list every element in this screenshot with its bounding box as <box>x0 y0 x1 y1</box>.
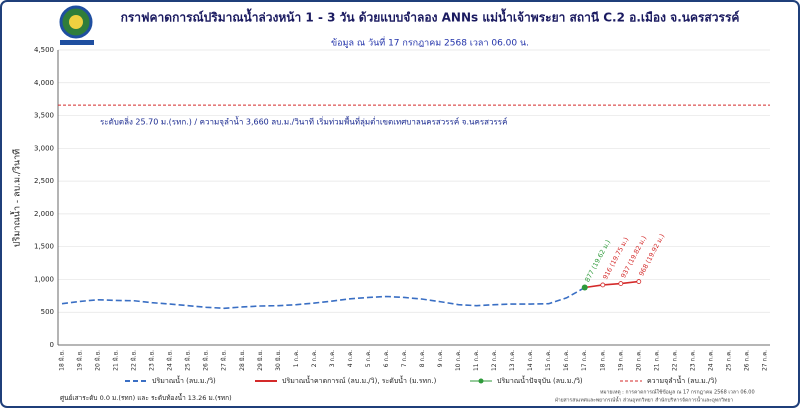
x-tick-label: 26 มิ.ย. <box>203 350 210 371</box>
y-tick-label: 4,500 <box>34 46 54 54</box>
x-tick-label: 16 ก.ค. <box>563 350 570 371</box>
x-tick-label: 23 มิ.ย. <box>149 350 156 371</box>
x-tick-label: 8 ก.ค. <box>419 350 426 367</box>
legend-label: ปริมาณน้ำ (ลบ.ม./วิ) <box>152 374 216 385</box>
x-tick-label: 4 ก.ค. <box>347 350 354 367</box>
x-tick-label: 25 มิ.ย. <box>185 350 192 371</box>
x-tick-label: 14 ก.ค. <box>527 350 534 371</box>
x-tick-label: 17 ก.ค. <box>581 350 588 371</box>
x-tick-label: 12 ก.ค. <box>491 350 498 371</box>
x-tick-label: 28 มิ.ย. <box>239 350 246 371</box>
y-axis-label: ปริมาณน้ำ - ลบ.ม./วินาที <box>10 149 23 247</box>
x-tick-label: 3 ก.ค. <box>329 350 336 367</box>
x-tick-label: 10 ก.ค. <box>455 350 462 371</box>
x-tick-label: 30 มิ.ย. <box>275 350 282 371</box>
x-tick-label: 29 มิ.ย. <box>257 350 264 371</box>
x-tick-label: 19 ก.ค. <box>617 350 624 371</box>
x-tick-label: 25 ก.ค. <box>725 350 732 371</box>
legend-swatch <box>478 378 484 384</box>
x-tick-label: 22 ก.ค. <box>671 350 678 371</box>
x-tick-label: 2 ก.ค. <box>311 350 318 367</box>
x-tick-label: 20 ก.ค. <box>635 350 642 371</box>
note: หมายเหตุ : การคาดการณ์ใช้ข้อมูล ณ 17 กรก… <box>600 389 755 396</box>
legend-label: ปริมาณน้ำปัจจุบัน (ลบ.ม./วิ) <box>497 374 583 385</box>
x-tick-label: 1 ก.ค. <box>293 350 300 367</box>
current-point <box>581 284 588 291</box>
y-tick-label: 2,000 <box>34 210 54 218</box>
x-tick-label: 27 มิ.ย. <box>221 350 228 371</box>
forecast-point <box>618 281 624 286</box>
y-tick-label: 3,000 <box>34 144 54 152</box>
logo <box>59 5 94 45</box>
x-tick-label: 9 ก.ค. <box>437 350 444 367</box>
series-line <box>61 286 586 310</box>
x-tick-label: 18 ก.ค. <box>599 350 606 371</box>
x-tick-label: 13 ก.ค. <box>509 350 516 371</box>
x-tick-label: 27 ก.ค. <box>762 350 769 371</box>
y-tick-label: 0 <box>50 341 54 349</box>
y-tick-label: 4,000 <box>34 79 54 87</box>
legend-label: ความจุลำน้ำ (ลบ.ม./วิ) <box>647 374 717 385</box>
y-tick-label: 1,500 <box>34 243 54 251</box>
x-tick-label: 7 ก.ค. <box>401 350 408 367</box>
y-tick-label: 500 <box>41 308 54 316</box>
x-tick-label: 6 ก.ค. <box>383 350 390 367</box>
y-tick-label: 2,500 <box>34 177 54 185</box>
x-tick-label: 21 ก.ค. <box>653 350 660 371</box>
x-tick-label: 11 ก.ค. <box>473 350 480 371</box>
x-tick-label: 19 มิ.ย. <box>77 350 84 371</box>
y-tick-label: 3,500 <box>34 112 54 120</box>
x-tick-label: 24 มิ.ย. <box>167 350 174 371</box>
note: ฝ่ายสารสนเทศและพยากรณ์น้ำ ส่วนอุทกวิทยา … <box>555 395 733 404</box>
forecast-point <box>600 282 606 288</box>
chart-title: กราฟคาดการณ์ปริมาณน้ำล่วงหน้า 1 - 3 วัน … <box>121 8 740 25</box>
x-tick-label: 23 ก.ค. <box>689 350 696 371</box>
x-tick-label: 24 ก.ค. <box>707 350 714 371</box>
x-tick-label: 20 มิ.ย. <box>95 350 102 371</box>
annotation: ระดับตลิ่ง 25.70 ม.(รทก.) / ความจุลำน้ำ … <box>100 116 507 127</box>
legend-label: ปริมาณน้ำคาดการณ์ (ลบ.ม./วิ), ระดับน้ำ (… <box>282 374 437 385</box>
x-tick-label: 26 ก.ค. <box>743 350 750 371</box>
forecast-point <box>636 279 642 284</box>
y-tick-label: 1,000 <box>34 275 54 283</box>
x-tick-label: 15 ก.ค. <box>545 350 552 371</box>
x-tick-label: 5 ก.ค. <box>365 350 372 367</box>
chart-subtitle: ข้อมูล ณ วันที่ 17 กรกฎาคม 2568 เวลา 06.… <box>331 36 529 49</box>
x-tick-label: 22 มิ.ย. <box>131 350 138 371</box>
footer: ศูนย์เสาระดับ 0.0 ม.(รทก) และ ระดับท้องน… <box>60 393 232 402</box>
x-tick-label: 21 มิ.ย. <box>113 350 120 371</box>
x-tick-label: 18 มิ.ย. <box>59 350 66 371</box>
series-line <box>584 280 639 289</box>
